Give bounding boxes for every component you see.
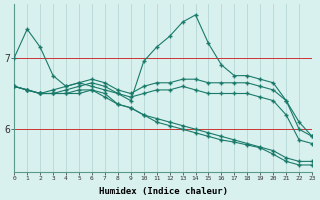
X-axis label: Humidex (Indice chaleur): Humidex (Indice chaleur) [99, 187, 228, 196]
